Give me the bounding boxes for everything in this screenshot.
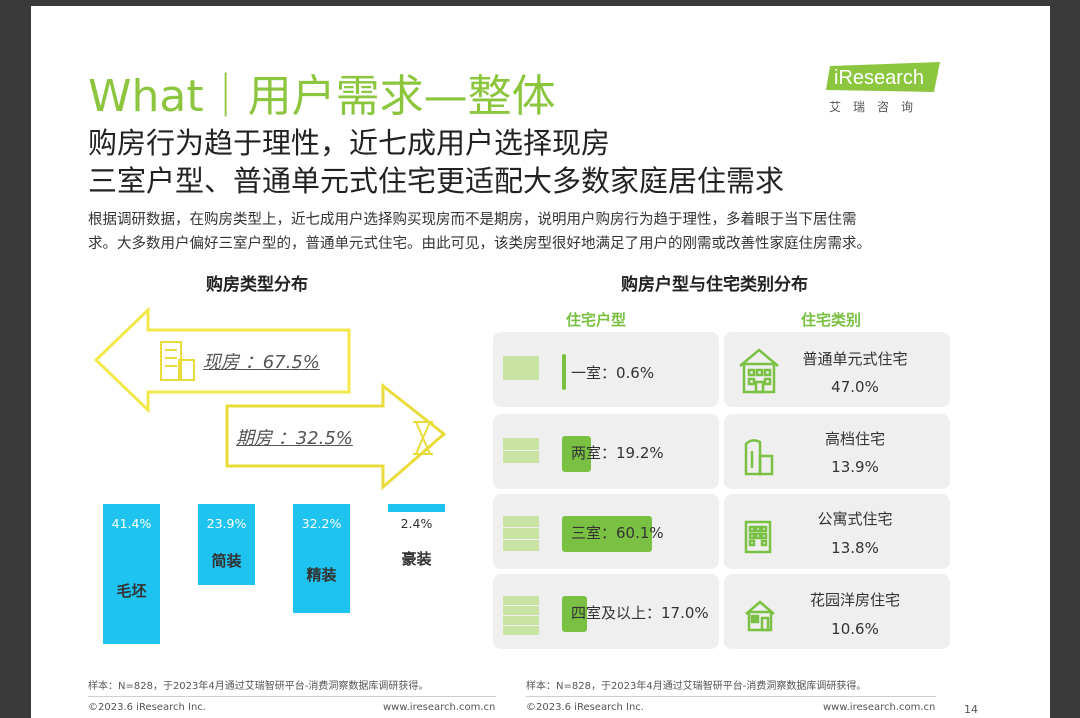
decoration-bar-value: 41.4% [111,516,152,531]
room-type-bar [562,516,652,552]
category-name-4: 花园洋房住宅 [809,591,900,609]
subtitle-line-1: 购房行为趋于理性，近七成用户选择现房 [88,126,611,160]
decoration-bar-chart: 41.4% 毛坯 23.9% 简装 32.2% 精装 2.4% 豪装 [103,504,453,649]
slide: What｜用户需求—整体 iResearch 艾瑞咨询 购房行为趋于理性，近七成… [31,6,1050,718]
decoration-bar-label: 豪装 [401,550,432,569]
category-card-2 [724,414,950,489]
footer-copyright-left: ©2023.6 iResearch Inc. [88,702,206,713]
right-chart-title: 购房户型与住宅类别分布 [621,275,808,295]
decoration-bar-label: 精装 [306,566,337,585]
building-icon [160,341,195,381]
arrow-label-future: 期房 ：32.5% [236,428,353,449]
footer-url-right: www.iresearch.com.cn [823,702,936,713]
logo-text: iResearch [834,67,924,89]
room-type-bar [562,596,588,632]
page-number: 14 [964,703,978,716]
category-value-1: 47.0% [831,378,879,396]
one-room-icon [503,356,539,380]
footer-url-left: www.iresearch.com.cn [383,702,496,713]
room-label-1: 一室：0.6% [571,364,655,382]
column-header-room-type: 住宅户型 [566,311,627,329]
decoration-bar [103,504,160,644]
four-room-icon [503,596,539,635]
category-name-1: 普通单元式住宅 [802,350,908,368]
description-line-2: 求。大多数用户偏好三室户型的，普通单元式住宅。由此可见，该类房型很好地满足了用户… [88,236,871,252]
category-value-3: 13.8% [831,539,879,557]
decoration-bar [293,504,350,613]
two-room-icon [503,438,539,463]
decoration-bar-value: 23.9% [206,516,247,531]
arrow-right-shape [225,382,447,491]
subtitle-line-2: 三室户型、普通单元式住宅更适配大多数家庭居住需求 [88,164,785,198]
category-value-2: 13.9% [831,458,879,476]
apartment-building-icon [739,348,779,394]
room-label-3: 三室：60.1% [571,524,664,542]
category-name-2: 高档住宅 [824,430,885,448]
logo-subtitle: 艾瑞咨询 [829,100,926,114]
decoration-bar [388,504,445,513]
hourglass-icon [413,421,433,455]
decoration-bar-label: 毛坯 [116,582,147,600]
footer-divider-left [88,696,496,697]
category-name-3: 公寓式住宅 [817,510,893,528]
column-header-category: 住宅类别 [801,311,862,329]
left-chart-title: 购房类型分布 [206,275,308,295]
decoration-bar [198,504,255,585]
three-room-icon [503,516,539,551]
room-type-bar [562,354,566,390]
arrow-left-shape [93,306,351,414]
page-title: What｜用户需求—整体 [88,71,556,122]
office-building-icon [744,520,772,554]
decoration-bar-value: 2.4% [400,516,433,532]
room-type-bar [562,436,591,472]
arrow-label-existing: 现房 ：67.5% [203,352,320,373]
iresearch-logo: iResearch [826,62,940,92]
tower-icon [744,439,774,476]
decoration-bar-label: 简装 [211,552,242,571]
category-icons [739,348,779,632]
footnote-left: 样本：N=828，于2023年4月通过艾瑞智研平台-消费洞察数据库调研获得。 [88,681,429,692]
footer-divider-right [526,696,936,697]
room-label-4: 四室及以上：17.0% [571,604,709,622]
category-value-4: 10.6% [831,620,879,638]
decoration-bar-value: 32.2% [301,516,342,531]
room-label-2: 两室：19.2% [571,444,664,462]
description-line-1: 根据调研数据，在购房类型上，近七成用户选择购买现房而不是期房，说明用户购房行为趋… [88,212,857,228]
room-icons [503,356,539,635]
house-icon [745,600,775,632]
purchase-type-arrows [93,306,447,491]
room-type-bars [550,332,710,652]
footer-copyright-right: ©2023.6 iResearch Inc. [526,702,644,713]
footnote-right: 样本：N=828，于2023年4月通过艾瑞智研平台-消费洞察数据库调研获得。 [526,681,867,692]
